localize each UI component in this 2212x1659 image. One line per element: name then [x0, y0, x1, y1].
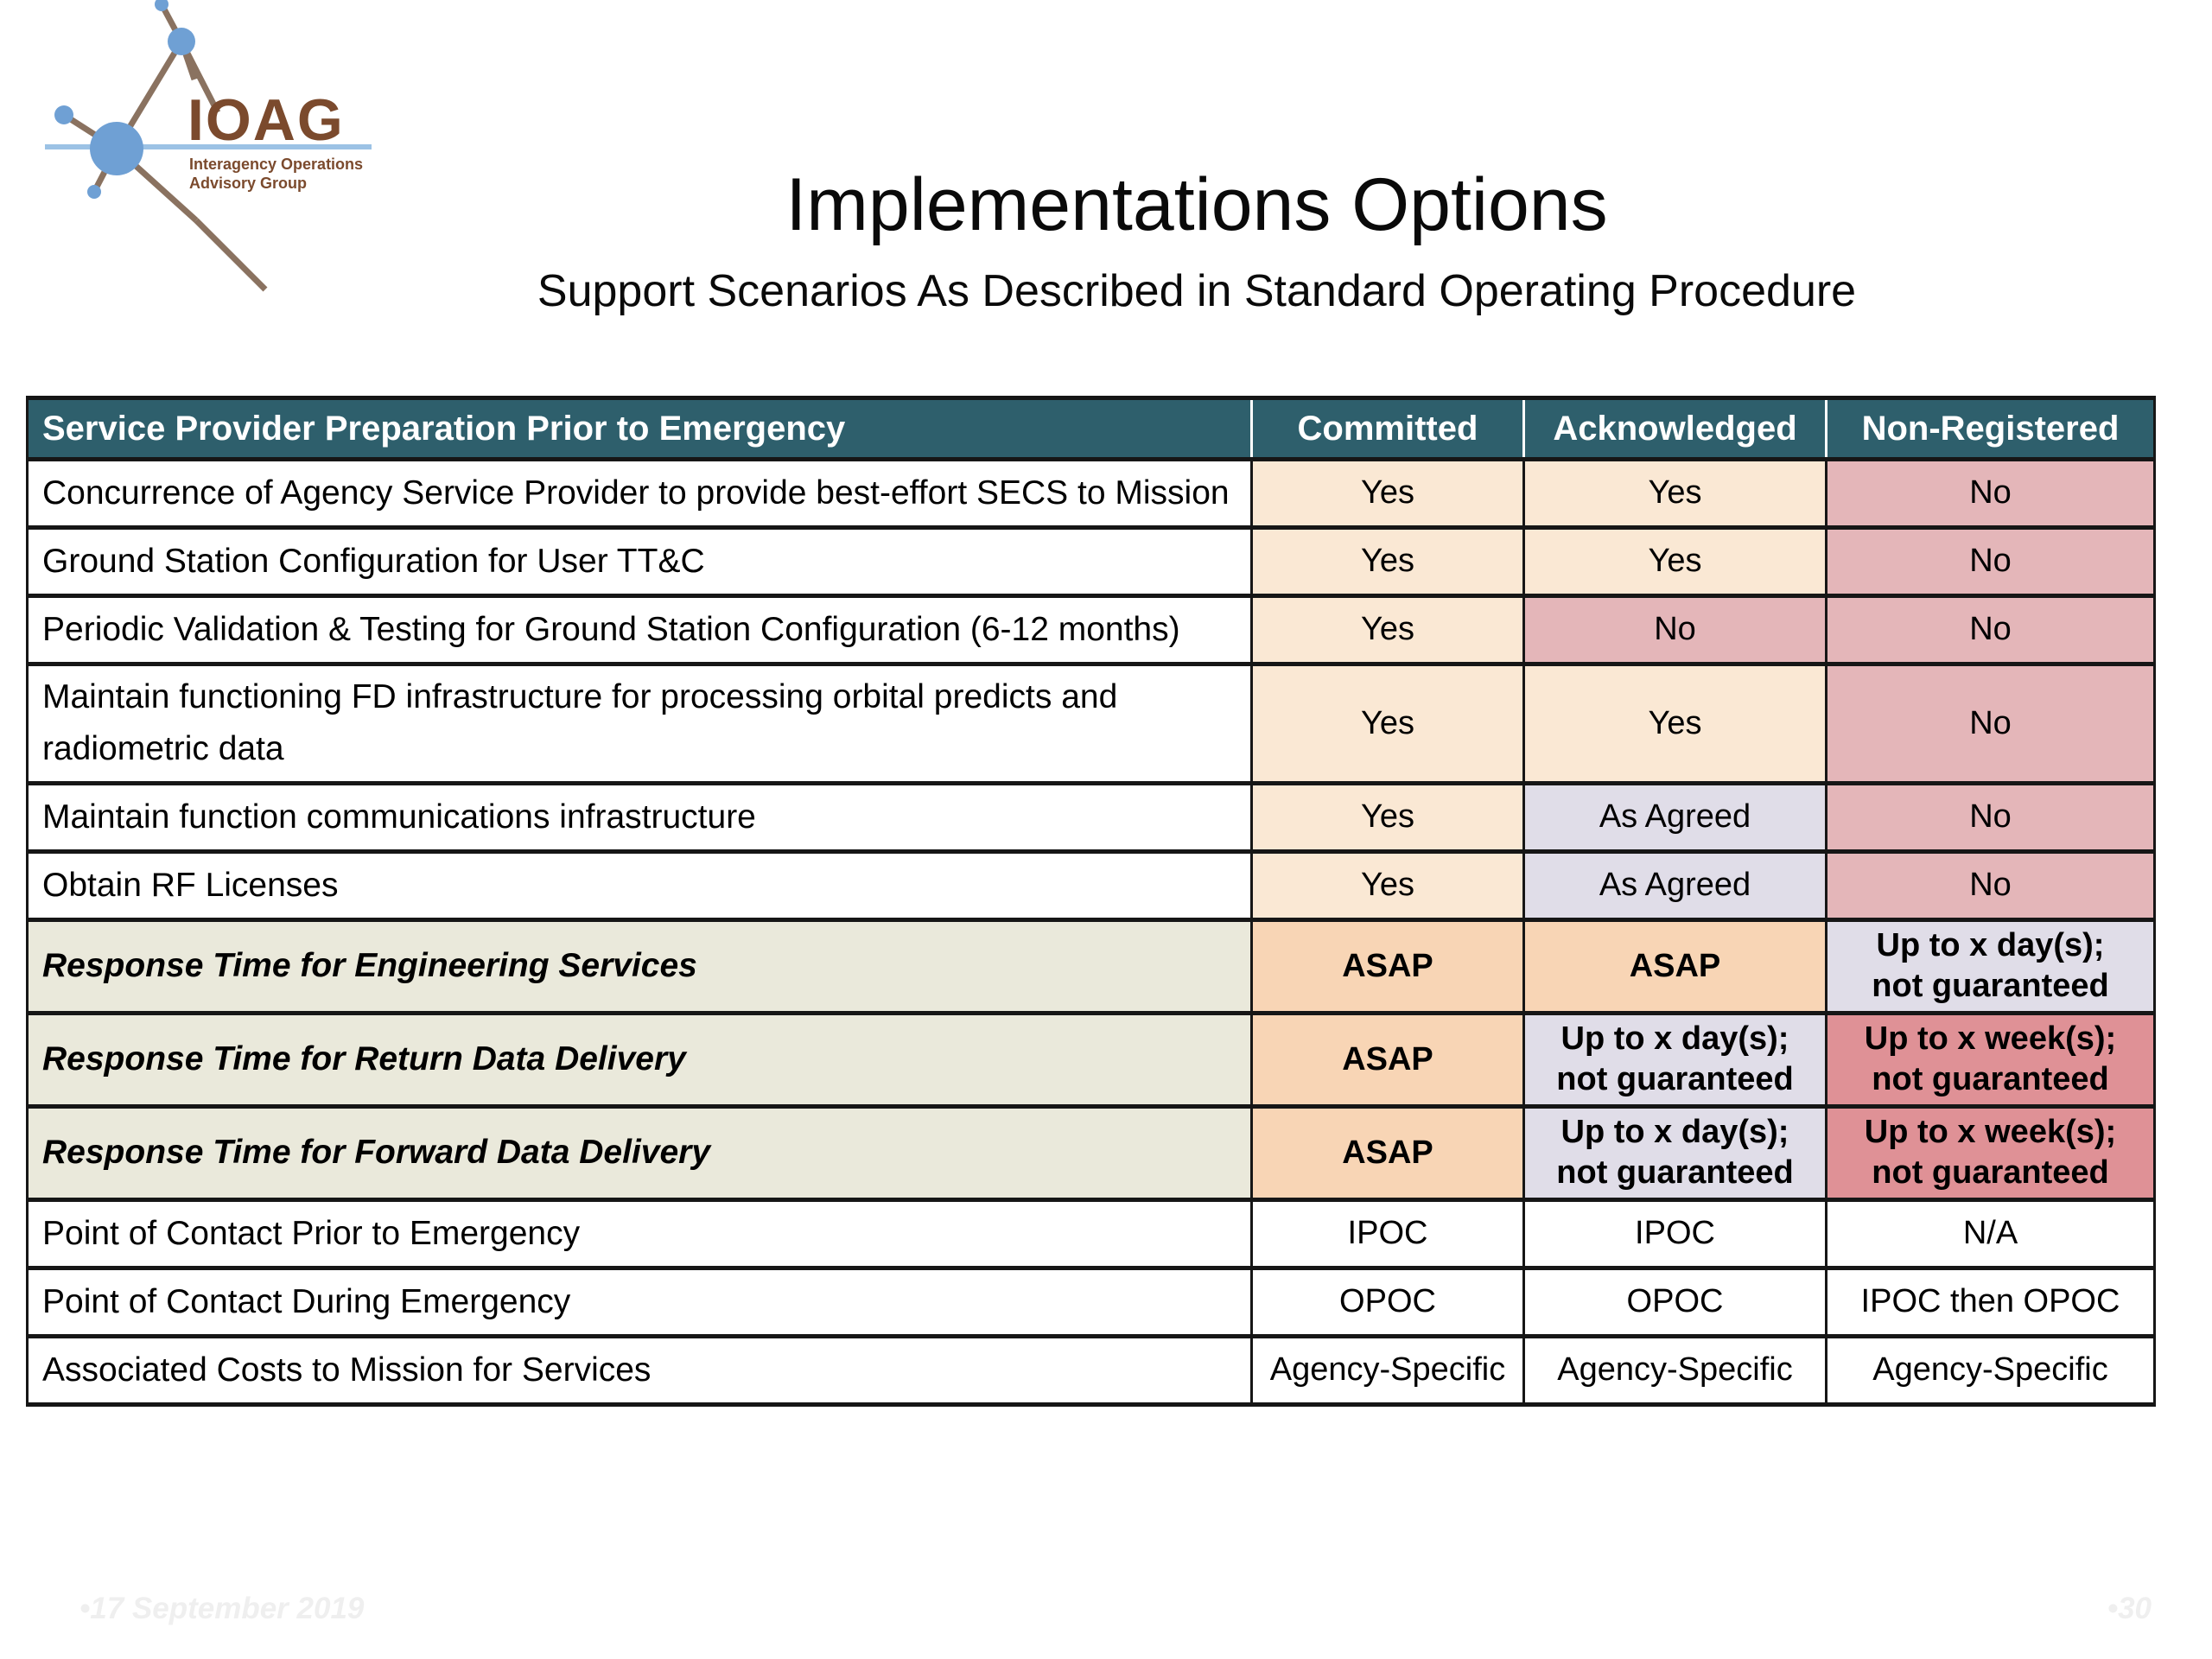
header-acknowledged: Acknowledged — [1522, 396, 1827, 461]
value-cell: IPOC — [1522, 1197, 1827, 1270]
value-cell: No — [1825, 457, 2156, 530]
row-label: Obtain RF Licenses — [26, 849, 1253, 922]
header-committed: Committed — [1250, 396, 1525, 461]
ioag-logo: IOAG Interagency Operations Advisory Gro… — [45, 0, 372, 292]
table-row: Response Time for Forward Data Delivery A… — [26, 1103, 2156, 1202]
row-label: Response Time for Return Data Delivery — [26, 1010, 1253, 1109]
table-row: Maintain function communications infrast… — [26, 780, 2156, 854]
value-cell: Agency-Specific — [1825, 1333, 2156, 1407]
value-cell: No — [1522, 594, 1827, 666]
value-cell: N/A — [1825, 1197, 2156, 1270]
logo-blue-bar — [45, 144, 372, 149]
value-cell: Up to x week(s); not guaranteed — [1825, 1010, 2156, 1109]
table-row: Ground Station Configuration for User TT… — [26, 525, 2156, 598]
value-cell: ASAP — [1250, 1103, 1525, 1202]
value-cell: IPOC then OPOC — [1825, 1265, 2156, 1338]
value-cell: Up to x day(s); not guaranteed — [1522, 1103, 1827, 1202]
value-cell: Yes — [1250, 780, 1525, 854]
value-cell: ASAP — [1250, 1010, 1525, 1109]
value-cell: As Agreed — [1522, 849, 1827, 922]
header-service-provider-preparation: Service Provider Preparation Prior to Em… — [26, 396, 1253, 461]
footer-date: •17 September 2019 — [79, 1592, 365, 1625]
table-row: Point of Contact During Emergency OPOC OPO… — [26, 1265, 2156, 1338]
value-cell: Up to x week(s); not guaranteed — [1825, 1103, 2156, 1202]
row-label: Point of Contact During Emergency — [26, 1265, 1253, 1338]
table-row: Concurrence of Agency Service Provider t… — [26, 457, 2156, 530]
value-cell: No — [1825, 525, 2156, 598]
value-cell: Up to x day(s); not guaranteed — [1522, 1010, 1827, 1109]
table-row: Point of Contact Prior to Emergency IPOC I… — [26, 1197, 2156, 1270]
row-label: Response Time for Forward Data Delivery — [26, 1103, 1253, 1202]
table-row: Periodic Validation & Testing for Ground… — [26, 594, 2156, 666]
logo-line1: Interagency Operations — [189, 156, 363, 173]
value-cell: Yes — [1250, 525, 1525, 598]
implementation-options-table: Service Provider Preparation Prior to Em… — [26, 396, 2156, 1407]
value-cell: No — [1825, 662, 2156, 785]
value-cell: ASAP — [1250, 917, 1525, 1015]
value-cell: As Agreed — [1522, 780, 1827, 854]
value-cell: OPOC — [1250, 1265, 1525, 1338]
page-subtitle: Support Scenarios As Described in Standa… — [537, 265, 1857, 316]
header-non-registered: Non-Registered — [1825, 396, 2156, 461]
table-header-row: Service Provider Preparation Prior to Em… — [26, 396, 2156, 461]
logo-acronym: IOAG — [188, 87, 345, 153]
value-cell: Yes — [1250, 849, 1525, 922]
value-cell: Yes — [1250, 457, 1525, 530]
footer-slide-number: •30 — [2107, 1592, 2152, 1625]
value-cell: Agency-Specific — [1250, 1333, 1525, 1407]
value-cell: Yes — [1522, 525, 1827, 598]
value-cell: Up to x day(s); not guaranteed — [1825, 917, 2156, 1015]
table-row: Maintain functioning FD infrastructure f… — [26, 662, 2156, 785]
page-title: Implementations Options — [785, 163, 1608, 246]
value-cell: Yes — [1522, 457, 1827, 530]
value-cell: No — [1825, 594, 2156, 666]
table-row: Associated Costs to Mission for Services… — [26, 1333, 2156, 1407]
row-label: Periodic Validation & Testing for Ground… — [26, 594, 1253, 666]
value-cell: Agency-Specific — [1522, 1333, 1827, 1407]
table-row: Obtain RF Licenses Yes As Agreed No — [26, 849, 2156, 922]
logo-network-nodes — [54, 0, 195, 199]
table-body: Concurrence of Agency Service Provider t… — [26, 457, 2156, 1407]
title-block: Implementations Options Support Scenario… — [380, 164, 2013, 317]
value-cell: No — [1825, 849, 2156, 922]
row-label: Maintain functioning FD infrastructure f… — [26, 662, 1253, 785]
row-label: Concurrence of Agency Service Provider t… — [26, 457, 1253, 530]
value-cell: No — [1825, 780, 2156, 854]
value-cell: IPOC — [1250, 1197, 1525, 1270]
row-label: Associated Costs to Mission for Services — [26, 1333, 1253, 1407]
value-cell: Yes — [1250, 594, 1525, 666]
value-cell: Yes — [1250, 662, 1525, 785]
table-row: Response Time for Engineering Services AS… — [26, 917, 2156, 1015]
table-row: Response Time for Return Data Delivery AS… — [26, 1010, 2156, 1109]
value-cell: Yes — [1522, 662, 1827, 785]
row-label: Maintain function communications infrast… — [26, 780, 1253, 854]
logo-line2: Advisory Group — [189, 175, 307, 192]
row-label: Point of Contact Prior to Emergency — [26, 1197, 1253, 1270]
implementation-options-table-wrap: Service Provider Preparation Prior to Em… — [26, 396, 2156, 1407]
row-label: Response Time for Engineering Services — [26, 917, 1253, 1015]
value-cell: OPOC — [1522, 1265, 1827, 1338]
row-label: Ground Station Configuration for User TT… — [26, 525, 1253, 598]
value-cell: ASAP — [1522, 917, 1827, 1015]
